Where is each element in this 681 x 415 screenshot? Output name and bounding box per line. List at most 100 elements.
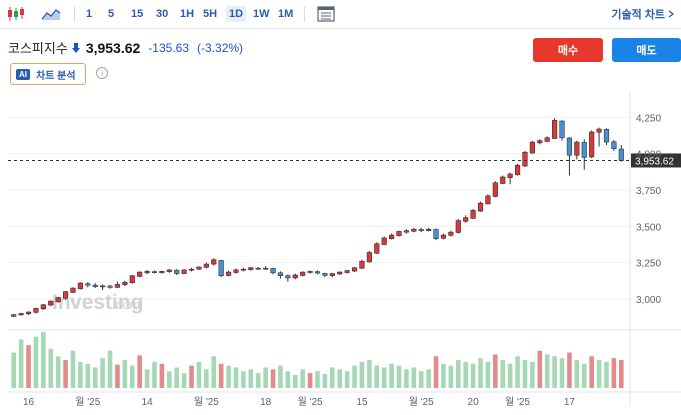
technical-chart-label: 기술적 차트 xyxy=(611,9,665,21)
candle-body xyxy=(55,297,61,303)
candles-layer xyxy=(11,118,624,318)
volume-bar xyxy=(352,365,357,388)
volume-bar xyxy=(189,365,194,388)
chart-toolbar: 1 5 15 30 1H 5H 1D 1W 1M 기술적 차트 xyxy=(0,0,681,29)
area-chart-icon[interactable] xyxy=(40,5,62,23)
ai-badge: AI xyxy=(16,68,30,80)
candle-body xyxy=(537,140,543,144)
volume-bar xyxy=(181,373,187,388)
sell-button[interactable]: 매도 xyxy=(612,38,681,62)
candle-body xyxy=(552,120,558,139)
volume-bar xyxy=(233,367,239,388)
volume-bar xyxy=(85,363,91,388)
arrow-down-icon xyxy=(71,42,80,53)
timeframe-1h[interactable]: 1H xyxy=(180,8,195,20)
x-axis: 16 월 '25 14 월 '25 18 월 '25 15 월 '25 20 월 '25 17 xyxy=(23,396,575,408)
volume-bar xyxy=(537,350,543,388)
candle-body xyxy=(544,137,550,142)
volume-bar xyxy=(167,371,172,388)
candle-body xyxy=(196,266,202,270)
volume-bar xyxy=(152,361,157,388)
volume-bar xyxy=(381,367,387,388)
volume-bar xyxy=(507,363,513,388)
candle-body xyxy=(566,137,573,156)
volume-bar xyxy=(48,348,54,388)
timeframe-5[interactable]: 5 xyxy=(108,8,115,20)
timeframe-1w[interactable]: 1W xyxy=(253,8,270,20)
candle-body xyxy=(344,270,350,273)
candle-body xyxy=(329,273,335,277)
candle-body xyxy=(166,269,172,272)
timeframe-1[interactable]: 1 xyxy=(86,8,93,20)
x-tick-label: 15 xyxy=(356,397,368,408)
volume-bar xyxy=(485,361,491,388)
candle-body xyxy=(129,275,135,283)
candle-body xyxy=(589,131,595,158)
technical-chart-link[interactable]: 기술적 차트 xyxy=(611,6,675,22)
y-axis: 4,250 4,000 3,750 3,500 3,250 3,000 xyxy=(636,113,661,306)
candle-body xyxy=(225,271,232,276)
candle-body xyxy=(574,141,580,156)
volume-bar xyxy=(211,356,217,388)
volume-bar xyxy=(567,352,572,388)
candlestick-icon[interactable] xyxy=(6,5,26,23)
volume-bar xyxy=(411,367,417,388)
ai-chart-analysis-button[interactable]: AI 차트 분석 xyxy=(10,63,86,85)
buy-button[interactable]: 매수 xyxy=(533,38,603,62)
timeframe-1m[interactable]: 1M xyxy=(278,8,294,20)
timeframe-15[interactable]: 15 xyxy=(131,8,144,20)
candle-body xyxy=(92,284,98,287)
candle-body xyxy=(100,285,106,288)
candle-body xyxy=(11,314,17,317)
candle-body xyxy=(70,287,76,293)
volume-bar xyxy=(204,369,209,388)
volume-bar xyxy=(470,363,476,388)
volume-bar xyxy=(278,365,283,388)
candle-body xyxy=(396,231,402,236)
candle-body xyxy=(151,271,158,273)
candle-body xyxy=(351,267,358,272)
candle-body xyxy=(270,268,276,274)
index-header: 코스피지수 3,953.62 -135.63 (-3.32%) xyxy=(8,38,243,57)
volume-bar xyxy=(530,361,535,388)
x-tick-label: 월 '25 xyxy=(298,396,323,408)
timeframe-1d[interactable]: 1D xyxy=(226,6,247,22)
candle-body xyxy=(366,252,372,263)
volume-bar xyxy=(463,361,468,388)
candle-body xyxy=(159,271,165,274)
candle-body xyxy=(300,271,306,276)
volume-bar xyxy=(137,355,142,388)
watermark-main: vesting xyxy=(70,291,144,314)
chevron-right-icon xyxy=(668,10,675,18)
candle-body xyxy=(211,259,217,265)
candle-body xyxy=(285,275,291,279)
volume-bar xyxy=(515,356,520,388)
volume-bar xyxy=(418,371,424,388)
volume-bar xyxy=(41,332,46,388)
candle-body xyxy=(144,271,150,274)
info-icon[interactable]: i xyxy=(96,67,108,79)
volume-bar xyxy=(389,363,394,388)
volume-bar xyxy=(263,367,268,388)
timeframe-30[interactable]: 30 xyxy=(156,8,169,20)
x-tick-label: 16 xyxy=(23,397,35,408)
candle-body xyxy=(292,274,298,279)
timeframe-5h[interactable]: 5H xyxy=(203,8,218,20)
volume-bar xyxy=(359,361,365,388)
candle-body xyxy=(85,283,91,286)
volume-bar xyxy=(448,365,454,388)
volume-bar xyxy=(122,360,128,388)
y-tick-label: 4,250 xyxy=(636,113,661,124)
candle-body xyxy=(137,271,143,277)
candle-body xyxy=(307,271,313,273)
volume-bar xyxy=(315,371,320,388)
candle-body xyxy=(277,272,284,277)
volume-bar xyxy=(70,350,76,388)
candle-body xyxy=(448,231,454,236)
volume-bar xyxy=(604,361,609,388)
volume-bar xyxy=(92,367,98,388)
table-view-icon[interactable] xyxy=(316,5,336,23)
candle-body xyxy=(492,182,498,197)
candle-body xyxy=(263,267,269,270)
volume-bar xyxy=(100,358,105,388)
